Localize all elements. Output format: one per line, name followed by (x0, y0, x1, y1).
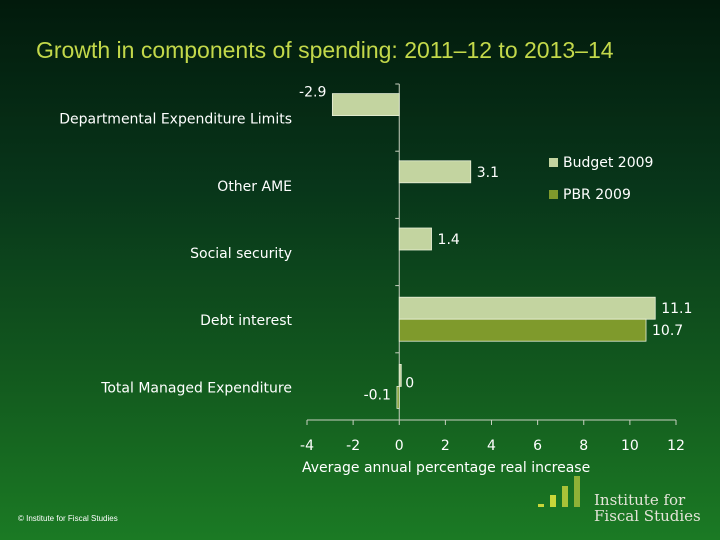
bar-budget-2009 (398, 160, 472, 184)
bar-budget-2009 (398, 296, 656, 320)
data-label: 0 (405, 375, 414, 391)
x-tick-label: 2 (441, 438, 450, 454)
logo-line-2: Fiscal Studies (594, 507, 701, 525)
x-tick-label: 12 (667, 438, 685, 454)
bar-pbr-2009 (398, 318, 647, 342)
data-label: 11.1 (661, 301, 692, 317)
copyright-footer: © Institute for Fiscal Studies (18, 514, 118, 523)
category-label: Total Managed Expenditure (100, 380, 292, 396)
bar-pbr-2009 (396, 385, 400, 409)
category-label: Other AME (217, 179, 292, 195)
ifs-logo: Institute for Fiscal Studies (536, 474, 716, 530)
chart-title: Growth in components of spending: 2011–1… (36, 37, 614, 63)
x-axis-label: Average annual percentage real increase (302, 460, 590, 476)
data-label: 3.1 (477, 165, 499, 181)
category-label: Social security (190, 246, 292, 262)
data-label: 1.4 (438, 232, 460, 248)
x-tick-label: -2 (346, 438, 360, 454)
data-label: -0.1 (364, 387, 391, 403)
category-label: Departmental Expenditure Limits (59, 112, 292, 128)
bar-budget-2009 (398, 363, 402, 387)
legend-label: Budget 2009 (563, 155, 653, 171)
x-tick-label: 6 (533, 438, 542, 454)
x-tick-label: 4 (487, 438, 496, 454)
category-label: Debt interest (200, 313, 292, 329)
bar-budget-2009 (398, 227, 432, 251)
logo-text: Institute for Fiscal Studies (594, 492, 701, 524)
legend-label: PBR 2009 (563, 187, 631, 203)
bar-chart: Departmental Expenditure Limits -2.9 Other… (59, 83, 692, 476)
data-label: -2.9 (299, 85, 326, 101)
bar-budget-2009 (331, 93, 400, 116)
x-tick-label: -4 (300, 438, 314, 454)
logo-bars-icon (538, 476, 580, 507)
logo-line-1: Institute for (594, 491, 686, 509)
x-tick-label: 10 (621, 438, 639, 454)
legend-swatch (549, 190, 558, 199)
data-label: 10.7 (652, 323, 683, 339)
x-tick-label: 0 (395, 438, 404, 454)
legend-swatch (549, 158, 558, 167)
x-tick-label: 8 (579, 438, 588, 454)
